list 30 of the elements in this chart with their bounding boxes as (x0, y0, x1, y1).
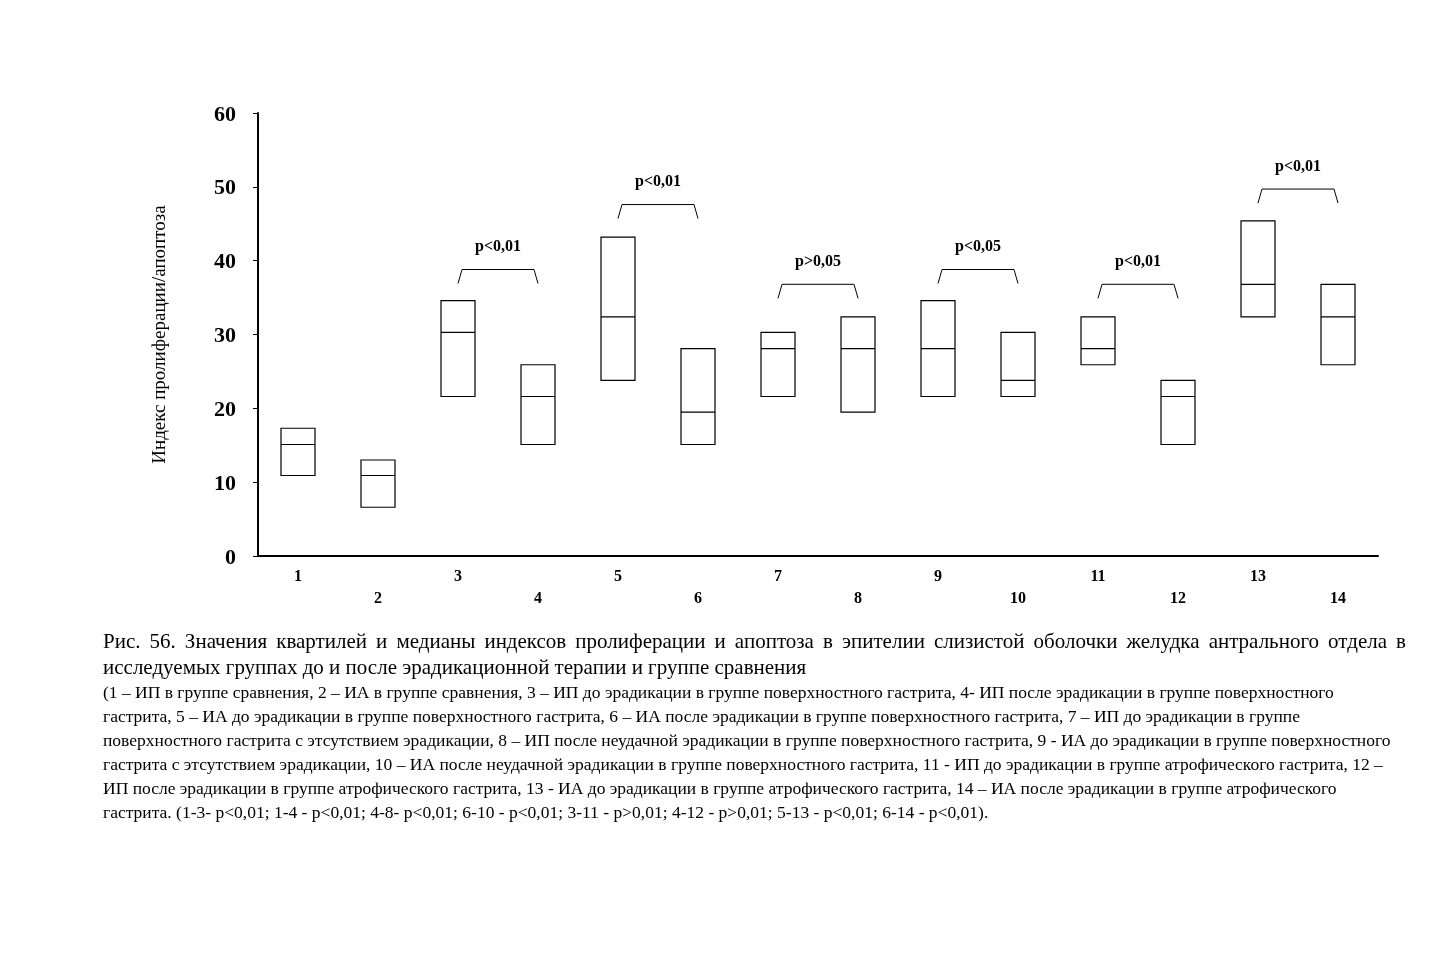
text: (1 – ИП в группе сравнения, 2 – ИА в группе сравнения, 3 – ИП до эрадикации в группе поверхностного гастрита, 4- ИП после эрадикации в группе поверхностного гастрита, 5 – ИА до эрадикации в группе поверхностного гастрита, 6 – ИА после эрадикации в группе поверхностного гастрита, 7 – ИП до эрадикации в группе поверхностного гастрита с этсутствием эрадикации, 8 – ИП после неудачной эрадикации в группе поверхностного гастрита, 9 - ИА до эрадикации в группе поверхностного гастрита с этсутствием эрадикации, 10 – ИА после неудачной эрадикации в группе поверхностного гастрита, 11 - ИП до эрадикации в группе атрофического гастрита, 12 – ИП после эрадикации в группе атрофического гастрита, 13 - ИА до эрадикации в группе атрофического гастрита, 14 – ИА после эрадикации в группе атрофического гастрита. (1-3- p<0,01; 1-4 - p<0,01; 4-8- p<0,01; 6-10 - p<0,01; 3-11 - p>0,01; 4-12 - p>0,01; 5-13 - p<0,01; 6-14 - p<0,01). (103, 681, 1392, 824)
y-tick-label: 60 (214, 100, 236, 126)
x-tick-label: 3 (454, 566, 462, 584)
x-tick-label: 7 (774, 566, 782, 584)
x-tick-label: 8 (854, 588, 862, 606)
x-tick-label: 6 (694, 588, 702, 606)
annotation: p>0,05 (794, 251, 842, 270)
y-tick-label: 0 (225, 543, 236, 569)
y-tick-label: 10 (214, 469, 236, 495)
x-tick-label: 9 (934, 566, 942, 584)
x-tick-label: 4 (534, 588, 542, 606)
x-tick-label: 10 (1010, 588, 1026, 606)
y-tick-label: 40 (214, 248, 236, 274)
annotation: p<0,01 (634, 172, 682, 191)
x-tick-label: 14 (1330, 588, 1346, 606)
annotation: p<0,01 (1114, 251, 1162, 270)
annotation: p<0,01 (1274, 156, 1322, 175)
annotation: p<0,01 (474, 237, 522, 256)
y-axis-title: Индекс пролиферации/апоптоза (148, 204, 169, 464)
x-tick-label: 13 (1250, 566, 1266, 584)
x-tick-label: 12 (1170, 588, 1186, 606)
x-tick-label: 5 (614, 566, 622, 584)
y-tick-label: 50 (214, 174, 236, 200)
x-tick-label: 1 (294, 566, 302, 584)
x-tick-label: 2 (374, 588, 382, 606)
text: Рис. 56. Значения квартилей и медианы индексов пролиферации и апоптоза в эпителии слизистой оболочки желудка антрального отдела в исследуемых группах до и после эрадикационной терапии и группе сравнения (103, 628, 1406, 680)
y-tick-label: 20 (214, 395, 236, 421)
annotation: p<0,05 (954, 237, 1002, 256)
y-tick-label: 30 (214, 322, 236, 347)
x-tick-label: 11 (1090, 566, 1106, 584)
